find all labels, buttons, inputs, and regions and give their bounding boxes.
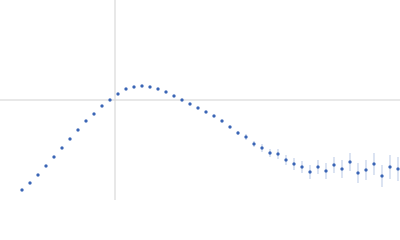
data-point	[204, 110, 208, 114]
data-point	[268, 151, 272, 155]
data-point	[324, 169, 328, 173]
data-point	[236, 131, 240, 135]
data-point	[36, 173, 40, 177]
data-point	[116, 92, 120, 96]
data-point	[108, 98, 112, 102]
data-point	[388, 165, 392, 169]
data-point	[68, 137, 72, 141]
data-point	[92, 112, 96, 116]
data-point	[60, 146, 64, 150]
data-point	[164, 90, 168, 94]
data-point	[372, 162, 376, 166]
data-point	[380, 174, 384, 178]
data-point	[364, 168, 368, 172]
data-point	[172, 94, 176, 98]
data-point	[300, 165, 304, 169]
data-point	[228, 125, 232, 129]
data-point	[356, 171, 360, 175]
data-point	[84, 119, 88, 123]
data-point	[396, 167, 400, 171]
data-point	[156, 87, 160, 91]
data-point	[348, 160, 352, 164]
data-point	[124, 87, 128, 91]
data-point	[140, 84, 144, 88]
data-point	[260, 146, 264, 150]
data-point	[292, 162, 296, 166]
data-point	[332, 163, 336, 167]
data-point	[284, 158, 288, 162]
data-point	[316, 165, 320, 169]
data-point	[76, 128, 80, 132]
data-point	[20, 188, 24, 192]
data-point	[196, 106, 200, 110]
data-point	[220, 119, 224, 123]
data-point	[148, 85, 152, 89]
data-point	[132, 85, 136, 89]
data-point	[44, 164, 48, 168]
data-point	[28, 181, 32, 185]
data-point	[180, 98, 184, 102]
chart	[0, 0, 400, 200]
data-point	[100, 104, 104, 108]
data-point	[340, 167, 344, 171]
data-point	[276, 152, 280, 156]
data-point	[244, 135, 248, 139]
data-point	[188, 102, 192, 106]
data-point	[52, 155, 56, 159]
data-point	[308, 170, 312, 174]
data-point	[252, 142, 256, 146]
data-point	[212, 114, 216, 118]
